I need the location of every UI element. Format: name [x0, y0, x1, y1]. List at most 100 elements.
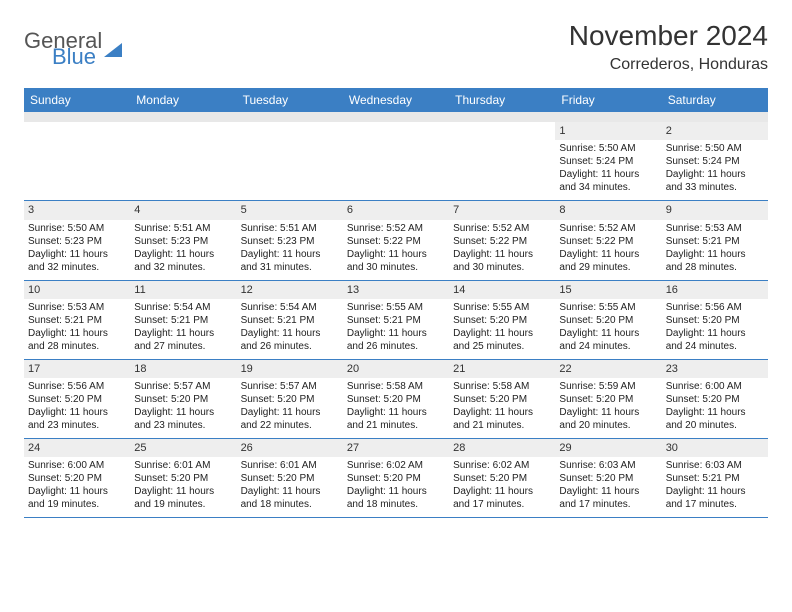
day-number: 1 — [555, 122, 661, 140]
daylight-line: Daylight: 11 hours and 20 minutes. — [666, 406, 764, 432]
day-cell: 3Sunrise: 5:50 AMSunset: 5:23 PMDaylight… — [24, 201, 130, 280]
day-number: 26 — [237, 439, 343, 457]
day-number: 29 — [555, 439, 661, 457]
daylight-line: Daylight: 11 hours and 25 minutes. — [453, 327, 551, 353]
daylight-line: Daylight: 11 hours and 30 minutes. — [453, 248, 551, 274]
sunrise-line: Sunrise: 6:02 AM — [453, 459, 551, 472]
daylight-line: Daylight: 11 hours and 23 minutes. — [134, 406, 232, 432]
daylight-line: Daylight: 11 hours and 24 minutes. — [559, 327, 657, 353]
daylight-line: Daylight: 11 hours and 18 minutes. — [347, 485, 445, 511]
sunset-line: Sunset: 5:20 PM — [453, 393, 551, 406]
sunset-line: Sunset: 5:21 PM — [347, 314, 445, 327]
sunset-line: Sunset: 5:20 PM — [347, 472, 445, 485]
daylight-line: Daylight: 11 hours and 18 minutes. — [241, 485, 339, 511]
sunrise-line: Sunrise: 5:51 AM — [241, 222, 339, 235]
sunset-line: Sunset: 5:22 PM — [347, 235, 445, 248]
weekday-header: Wednesday — [343, 88, 449, 112]
day-cell: 25Sunrise: 6:01 AMSunset: 5:20 PMDayligh… — [130, 439, 236, 518]
day-cell: 2 Sunrise: 5:50 AMSunset: 5:24 PMDaylight… — [662, 122, 768, 201]
sunset-line: Sunset: 5:20 PM — [241, 393, 339, 406]
title-block: November 2024 Correderos, Honduras — [569, 20, 768, 74]
logo: General Blue — [24, 30, 122, 68]
sunrise-line: Sunrise: 5:54 AM — [241, 301, 339, 314]
day-number: 10 — [24, 281, 130, 299]
sunset-line: Sunset: 5:20 PM — [347, 393, 445, 406]
sunrise-line: Sunrise: 5:58 AM — [453, 380, 551, 393]
sunset-line: Sunset: 5:22 PM — [453, 235, 551, 248]
day-number: 22 — [555, 360, 661, 378]
day-number: 16 — [662, 281, 768, 299]
sunset-line: Sunset: 5:20 PM — [134, 393, 232, 406]
daylight-line: Daylight: 11 hours and 26 minutes. — [347, 327, 445, 353]
daylight-line: Daylight: 11 hours and 17 minutes. — [666, 485, 764, 511]
daylight-line: Daylight: 11 hours and 33 minutes. — [666, 168, 764, 194]
day-cell: 9Sunrise: 5:53 AMSunset: 5:21 PMDaylight… — [662, 201, 768, 280]
day-number: 23 — [662, 360, 768, 378]
sunset-line: Sunset: 5:20 PM — [453, 314, 551, 327]
calendar-header-row: SundayMondayTuesdayWednesdayThursdayFrid… — [24, 88, 768, 112]
sunset-line: Sunset: 5:21 PM — [666, 472, 764, 485]
sunset-line: Sunset: 5:20 PM — [28, 393, 126, 406]
day-cell: 4Sunrise: 5:51 AMSunset: 5:23 PMDaylight… — [130, 201, 236, 280]
daylight-line: Daylight: 11 hours and 20 minutes. — [559, 406, 657, 432]
sunrise-line: Sunrise: 5:54 AM — [134, 301, 232, 314]
logo-text-blue: Blue — [52, 46, 102, 68]
day-cell: 11Sunrise: 5:54 AMSunset: 5:21 PMDayligh… — [130, 280, 236, 359]
day-cell: 12Sunrise: 5:54 AMSunset: 5:21 PMDayligh… — [237, 280, 343, 359]
day-number: 13 — [343, 281, 449, 299]
location-label: Correderos, Honduras — [569, 56, 768, 74]
empty-cell — [343, 122, 449, 201]
day-number: 2 — [662, 122, 768, 140]
sunrise-line: Sunrise: 5:50 AM — [666, 142, 764, 155]
daylight-line: Daylight: 11 hours and 19 minutes. — [28, 485, 126, 511]
sunset-line: Sunset: 5:20 PM — [559, 472, 657, 485]
day-cell: 15Sunrise: 5:55 AMSunset: 5:20 PMDayligh… — [555, 280, 661, 359]
daylight-line: Daylight: 11 hours and 30 minutes. — [347, 248, 445, 274]
sunset-line: Sunset: 5:20 PM — [559, 393, 657, 406]
sunset-line: Sunset: 5:24 PM — [666, 155, 764, 168]
sunset-line: Sunset: 5:23 PM — [134, 235, 232, 248]
calendar-week-row: 10Sunrise: 5:53 AMSunset: 5:21 PMDayligh… — [24, 280, 768, 359]
sunrise-line: Sunrise: 5:55 AM — [347, 301, 445, 314]
sunset-line: Sunset: 5:20 PM — [134, 472, 232, 485]
daylight-line: Daylight: 11 hours and 31 minutes. — [241, 248, 339, 274]
weekday-header: Friday — [555, 88, 661, 112]
daylight-line: Daylight: 11 hours and 26 minutes. — [241, 327, 339, 353]
sunrise-line: Sunrise: 6:00 AM — [666, 380, 764, 393]
sunrise-line: Sunrise: 5:53 AM — [666, 222, 764, 235]
sunrise-line: Sunrise: 6:01 AM — [241, 459, 339, 472]
daylight-line: Daylight: 11 hours and 17 minutes. — [559, 485, 657, 511]
sunset-line: Sunset: 5:24 PM — [559, 155, 657, 168]
day-cell: 22Sunrise: 5:59 AMSunset: 5:20 PMDayligh… — [555, 359, 661, 438]
day-number: 20 — [343, 360, 449, 378]
sunrise-line: Sunrise: 5:55 AM — [559, 301, 657, 314]
sunrise-line: Sunrise: 5:50 AM — [28, 222, 126, 235]
empty-cell — [24, 122, 130, 201]
calendar-body: 1Sunrise: 5:50 AMSunset: 5:24 PMDaylight… — [24, 112, 768, 518]
empty-cell — [237, 122, 343, 201]
sunrise-line: Sunrise: 5:57 AM — [241, 380, 339, 393]
sunrise-line: Sunrise: 5:52 AM — [453, 222, 551, 235]
daylight-line: Daylight: 11 hours and 23 minutes. — [28, 406, 126, 432]
header: General Blue November 2024 Correderos, H… — [24, 20, 768, 74]
day-cell: 17Sunrise: 5:56 AMSunset: 5:20 PMDayligh… — [24, 359, 130, 438]
day-cell: 30Sunrise: 6:03 AMSunset: 5:21 PMDayligh… — [662, 439, 768, 518]
daylight-line: Daylight: 11 hours and 24 minutes. — [666, 327, 764, 353]
day-number: 21 — [449, 360, 555, 378]
sunset-line: Sunset: 5:21 PM — [241, 314, 339, 327]
sunset-line: Sunset: 5:20 PM — [241, 472, 339, 485]
day-cell: 21Sunrise: 5:58 AMSunset: 5:20 PMDayligh… — [449, 359, 555, 438]
day-cell: 26 Sunrise: 6:01 AMSunset: 5:20 PMDayligh… — [237, 439, 343, 518]
sunrise-line: Sunrise: 6:00 AM — [28, 459, 126, 472]
empty-cell — [449, 122, 555, 201]
weekday-header: Sunday — [24, 88, 130, 112]
day-number: 25 — [130, 439, 236, 457]
sunrise-line: Sunrise: 5:53 AM — [28, 301, 126, 314]
daylight-line: Daylight: 11 hours and 34 minutes. — [559, 168, 657, 194]
day-number: 15 — [555, 281, 661, 299]
sunrise-line: Sunrise: 5:52 AM — [559, 222, 657, 235]
day-cell: 24Sunrise: 6:00 AMSunset: 5:20 PMDayligh… — [24, 439, 130, 518]
day-cell: 1Sunrise: 5:50 AMSunset: 5:24 PMDaylight… — [555, 122, 661, 201]
sunrise-line: Sunrise: 5:57 AM — [134, 380, 232, 393]
calendar-table: SundayMondayTuesdayWednesdayThursdayFrid… — [24, 88, 768, 518]
